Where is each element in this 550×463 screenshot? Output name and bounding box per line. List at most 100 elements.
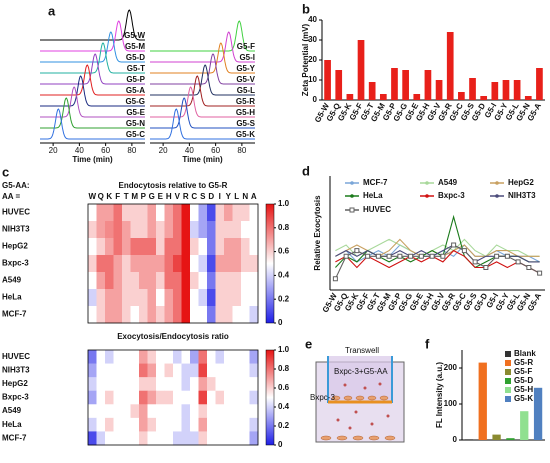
heat-cell <box>198 272 208 290</box>
point-marker <box>526 265 532 270</box>
heat-cell <box>232 363 242 378</box>
heat-cell <box>147 417 157 432</box>
bar <box>524 96 532 100</box>
heat-cell <box>96 306 106 324</box>
heat-cell <box>156 363 165 378</box>
heat-cell <box>105 417 114 432</box>
heat-cell <box>113 289 123 307</box>
heat-cell <box>147 306 157 324</box>
heat-cell <box>164 404 174 419</box>
heat-cell <box>181 377 191 392</box>
x-tick-label: 20 <box>49 146 58 155</box>
x-tick-label: 60 <box>101 146 110 155</box>
row-label: Bxpc-3 <box>2 393 29 402</box>
point-marker <box>461 248 467 254</box>
heat-cell <box>181 390 191 405</box>
peak-curve <box>150 75 255 107</box>
heat-cell <box>249 289 259 307</box>
y-tick-label: 30 <box>308 35 317 44</box>
colorbar-tick-label: 1.0 <box>278 199 290 208</box>
heat-cell <box>198 377 208 392</box>
heat-cell <box>139 272 148 290</box>
heat-cell <box>181 431 191 446</box>
heat-cell <box>113 404 123 419</box>
heat-cell <box>173 363 182 378</box>
heat-cell <box>122 377 131 392</box>
heat-cell <box>156 289 165 307</box>
curve-label: G5-N <box>126 119 145 128</box>
heat-cell <box>249 363 259 378</box>
heat-cell <box>181 272 191 290</box>
row-label: HUVEC <box>2 352 30 361</box>
point-marker <box>483 265 489 270</box>
heat-cell <box>224 377 233 392</box>
heat-cell <box>113 272 123 290</box>
x-tick-label: 60 <box>211 146 220 155</box>
point-marker <box>537 270 543 276</box>
colorbar-tick-label: 1.0 <box>278 345 290 354</box>
colorbar-tick-label: 0.2 <box>278 421 290 430</box>
diagram-title: Transwell <box>345 346 379 355</box>
heat-cell <box>96 431 106 446</box>
heat-cell <box>249 306 259 324</box>
heat-cell <box>147 390 157 405</box>
heat-cell <box>249 377 259 392</box>
heat-cell <box>96 255 106 273</box>
legend-label: G5-K <box>514 394 533 403</box>
legend-swatch <box>505 387 511 393</box>
heat-cell <box>190 272 199 290</box>
peak-curve <box>40 64 145 96</box>
row-label: HepG2 <box>2 242 28 251</box>
curve-label: G5-L <box>237 86 255 95</box>
heat-cell <box>232 431 242 446</box>
heat-cell <box>181 255 191 273</box>
bar <box>368 82 376 100</box>
upper-label: Bxpc-3+G5-AA <box>334 367 388 376</box>
heat-cell <box>147 431 157 446</box>
heat-cell <box>198 404 208 419</box>
column-label: N <box>242 192 248 201</box>
legend-marker <box>425 194 429 198</box>
column-label: I <box>219 192 221 201</box>
heat-cell <box>215 306 225 324</box>
bar <box>391 68 398 100</box>
heat-cell <box>190 363 199 378</box>
heat-cell <box>130 417 140 432</box>
heat-cell <box>147 289 157 307</box>
heat-cell <box>164 363 174 378</box>
column-label: G <box>149 192 155 201</box>
heat-cell <box>88 390 97 405</box>
curve-label: G5-M <box>125 42 145 51</box>
column-label: W <box>88 192 96 201</box>
panel-letter: e <box>305 336 312 351</box>
heat-cell <box>122 417 131 432</box>
heat-cell <box>156 377 165 392</box>
bar <box>346 94 354 100</box>
point-marker <box>418 253 424 259</box>
heat-cell <box>181 350 191 364</box>
peak-curve <box>150 108 255 140</box>
x-axis-label: Time (min) <box>72 155 113 164</box>
heat-cell <box>215 431 225 446</box>
heat-cell <box>156 417 165 432</box>
heat-cell <box>113 306 123 324</box>
y-tick-label: 200 <box>444 363 458 372</box>
row-label: HeLa <box>2 293 22 302</box>
colorbar <box>265 203 275 324</box>
curve-label: G5-T <box>127 64 145 73</box>
column-label: L <box>234 192 239 201</box>
heat-cell <box>198 431 208 446</box>
column-label: E <box>158 192 164 201</box>
bar <box>536 68 543 100</box>
heat-cell <box>139 431 148 446</box>
heat-cell <box>198 204 208 222</box>
heat-cell <box>173 350 182 364</box>
heat-cell <box>232 350 242 364</box>
heat-cell <box>156 350 165 364</box>
heat-cell <box>105 431 114 446</box>
insert <box>327 356 393 403</box>
row-label: NIH3T3 <box>2 225 30 234</box>
point-marker <box>515 259 521 265</box>
curve-label: G5-G <box>125 97 145 106</box>
heat-cell <box>198 390 208 405</box>
